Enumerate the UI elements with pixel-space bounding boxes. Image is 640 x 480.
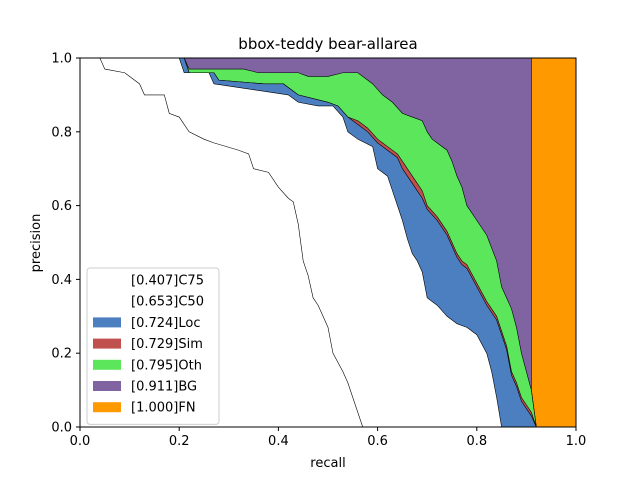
- legend-swatch: [93, 402, 121, 413]
- plot-frame: [79, 57, 577, 428]
- x-axis: 0.0 0.2 0.4 0.6 0.8 1.0: [70, 427, 587, 449]
- legend-swatch: [93, 275, 121, 285]
- legend-swatch: [93, 338, 121, 349]
- x-tick-label: 0.8: [466, 434, 487, 449]
- series-4-line: [80, 57, 537, 428]
- series-1-line: [80, 57, 502, 428]
- x-tick-label: 1.0: [566, 434, 587, 449]
- y-tick-label: 0.6: [51, 199, 72, 214]
- y-axis-label: precision: [29, 214, 44, 273]
- legend-swatch: [93, 296, 121, 307]
- legend-label: [0.911]BG: [131, 380, 197, 395]
- legend-label: [0.795]Oth: [131, 358, 202, 373]
- chart-title: bbox-teddy bear-allarea: [238, 35, 417, 53]
- legend-label: [0.729]Sim: [131, 337, 203, 352]
- legend: [0.407]C75 [0.653]C50 [0.724]Loc [0.729]Sim…: [86, 267, 220, 425]
- legend-label: [0.724]Loc: [131, 316, 200, 331]
- legend-label: [0.407]C75: [131, 274, 204, 289]
- series-2-line: [80, 57, 537, 428]
- legend-swatch: [93, 359, 121, 370]
- x-tick-label: 0.2: [169, 434, 190, 449]
- x-axis-label: recall: [310, 456, 345, 471]
- legend-swatch: [93, 317, 121, 328]
- legend-label: [1.000]FN: [131, 401, 196, 416]
- legend-label: [0.653]C50: [131, 295, 204, 310]
- y-tick-label: 0.0: [51, 421, 72, 436]
- series-0-line: [80, 57, 364, 428]
- y-tick-label: 0.2: [51, 347, 72, 362]
- x-tick-label: 0.6: [367, 434, 388, 449]
- x-tick-label: 0.0: [70, 434, 91, 449]
- y-tick-label: 0.4: [51, 273, 72, 288]
- y-tick-label: 1.0: [51, 52, 72, 67]
- y-axis: 0.0 0.2 0.4 0.6 0.8 1.0: [51, 52, 80, 436]
- x-tick-label: 0.4: [268, 434, 289, 449]
- legend-swatch: [93, 381, 121, 391]
- y-tick-label: 0.8: [51, 125, 72, 140]
